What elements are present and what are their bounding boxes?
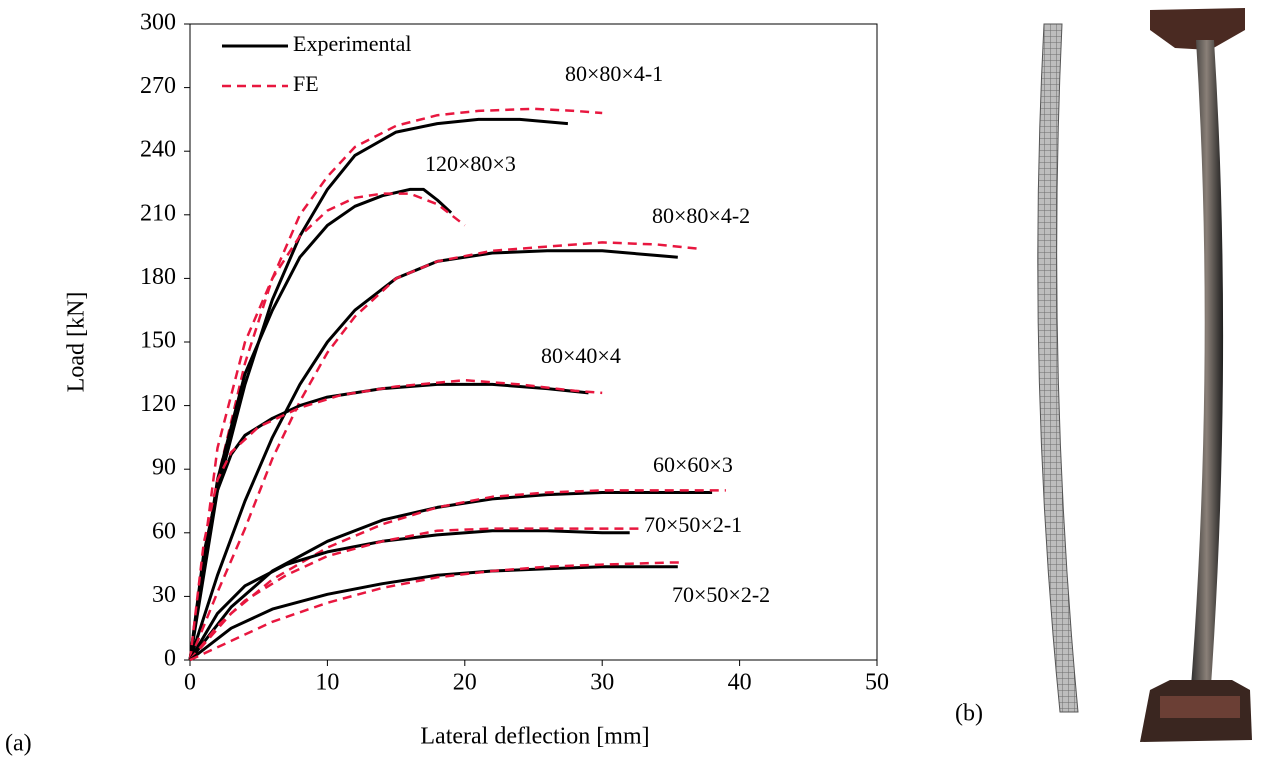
y-tick-label: 270 [140,73,176,99]
y-tick-label: 30 [152,582,176,608]
curve-label: 80×40×4 [541,343,621,368]
curve [188,382,589,661]
x-tick-label: 40 [728,670,752,696]
curve [188,491,713,661]
curve-label: 80×80×4-1 [565,61,663,86]
legend-label: FE [293,71,319,96]
curve [189,527,644,661]
curve [189,565,678,662]
x-tick-label: 30 [590,670,614,696]
panel-label: (b) [955,701,983,727]
curve [189,561,685,662]
curve [188,249,678,661]
curve [188,378,603,661]
curve [188,192,466,661]
y-tick-label: 210 [140,200,176,226]
x-axis-label: Lateral deflection [mm] [420,724,649,750]
specimen-photo [1140,8,1252,742]
x-tick-label: 50 [865,670,889,696]
y-tick-label: 90 [152,455,176,481]
curve-label: 70×50×2-1 [644,512,742,537]
curve [188,187,453,661]
fe-model-image [1037,23,1079,713]
y-tick-label: 0 [164,646,176,672]
y-tick-label: 150 [140,328,176,354]
curve [188,107,603,661]
y-axis-label: Load [kN] [64,292,90,393]
curve-label: 60×60×3 [653,452,733,477]
legend-label: Experimental [293,31,412,56]
y-tick-label: 120 [140,391,176,417]
panel-label: (a) [5,731,32,757]
y-tick-label: 300 [140,10,176,36]
curve-label: 80×80×4-2 [652,203,750,228]
curve [188,529,630,661]
curve [188,241,699,661]
y-tick-label: 60 [152,518,176,544]
curve-label: 120×80×3 [425,151,516,176]
x-tick-label: 20 [453,670,477,696]
curve [188,117,569,661]
curve-label: 70×50×2-2 [672,582,770,607]
y-tick-label: 180 [140,264,176,290]
x-tick-label: 10 [315,670,339,696]
y-tick-label: 240 [140,137,176,163]
x-tick-label: 0 [184,670,196,696]
